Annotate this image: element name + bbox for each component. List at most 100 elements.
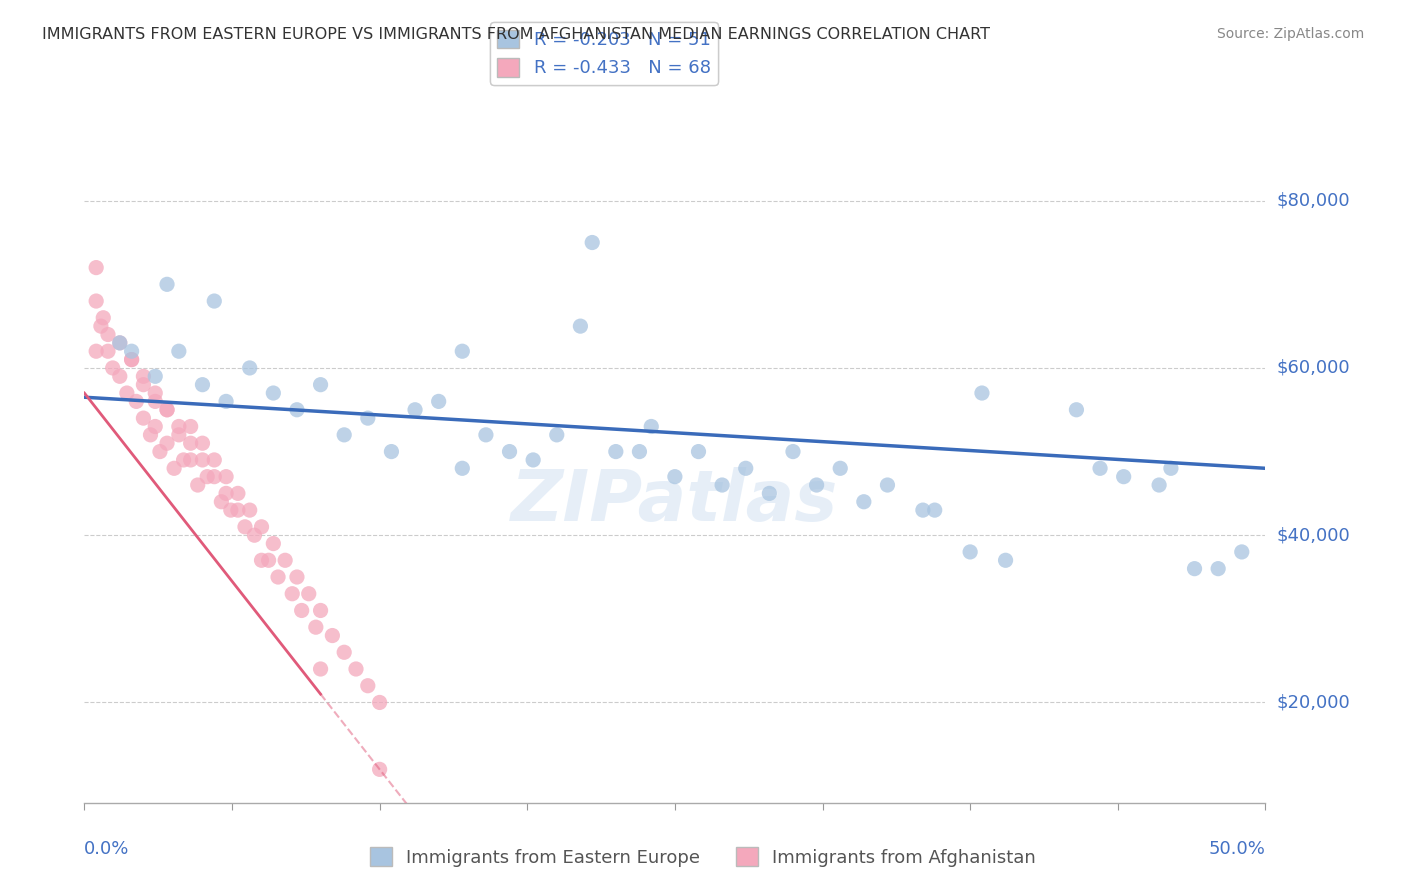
Text: $80,000: $80,000 [1277, 192, 1350, 210]
Point [581, 235, 603, 250]
Point [305, 620, 328, 634]
Point [108, 335, 131, 350]
Point [143, 394, 166, 409]
Point [257, 553, 280, 567]
Point [180, 453, 202, 467]
Point [876, 478, 898, 492]
Point [1230, 545, 1253, 559]
Point [149, 444, 172, 458]
Point [226, 486, 249, 500]
Point [108, 369, 131, 384]
Point [924, 503, 946, 517]
Point [309, 662, 332, 676]
Point [163, 461, 186, 475]
Point [215, 486, 238, 500]
Point [357, 679, 380, 693]
Point [132, 411, 155, 425]
Point [688, 444, 710, 458]
Text: 0.0%: 0.0% [84, 840, 129, 858]
Text: Source: ZipAtlas.com: Source: ZipAtlas.com [1216, 27, 1364, 41]
Point [344, 662, 367, 676]
Point [180, 436, 202, 450]
Point [202, 294, 225, 309]
Point [1066, 402, 1088, 417]
Point [1112, 469, 1135, 483]
Point [498, 444, 520, 458]
Point [404, 402, 426, 417]
Point [108, 335, 131, 350]
Point [90, 319, 112, 334]
Point [830, 461, 852, 475]
Point [274, 553, 297, 567]
Text: $20,000: $20,000 [1277, 693, 1350, 712]
Point [734, 461, 756, 475]
Point [226, 503, 249, 517]
Point [1147, 478, 1170, 492]
Legend: Immigrants from Eastern Europe, Immigrants from Afghanistan: Immigrants from Eastern Europe, Immigran… [363, 840, 1043, 874]
Point [267, 570, 290, 584]
Point [191, 377, 214, 392]
Point [262, 386, 284, 401]
Point [1184, 562, 1206, 576]
Point [309, 377, 332, 392]
Text: IMMIGRANTS FROM EASTERN EUROPE VS IMMIGRANTS FROM AFGHANISTAN MEDIAN EARNINGS CO: IMMIGRANTS FROM EASTERN EUROPE VS IMMIGR… [42, 27, 990, 42]
Point [239, 503, 262, 517]
Point [215, 469, 238, 483]
Text: 50.0%: 50.0% [1209, 840, 1265, 858]
Point [994, 553, 1017, 567]
Point [121, 352, 143, 367]
Point [167, 428, 190, 442]
Point [243, 528, 266, 542]
Text: $40,000: $40,000 [1277, 526, 1350, 544]
Point [298, 587, 321, 601]
Point [215, 394, 238, 409]
Point [156, 436, 179, 450]
Text: $60,000: $60,000 [1277, 359, 1350, 377]
Point [368, 762, 391, 776]
Text: ZIPatlas: ZIPatlas [512, 467, 838, 536]
Point [84, 294, 107, 309]
Point [475, 428, 498, 442]
Point [262, 536, 284, 550]
Point [309, 603, 332, 617]
Point [167, 419, 190, 434]
Point [156, 277, 179, 292]
Point [1206, 562, 1229, 576]
Point [167, 344, 190, 359]
Point [239, 361, 262, 376]
Point [1088, 461, 1111, 475]
Point [281, 587, 304, 601]
Point [970, 386, 993, 401]
Point [451, 461, 474, 475]
Point [187, 478, 209, 492]
Legend: R = -0.203   N = 51, R = -0.433   N = 68: R = -0.203 N = 51, R = -0.433 N = 68 [491, 22, 718, 85]
Point [1160, 461, 1182, 475]
Point [156, 402, 179, 417]
Point [91, 310, 114, 325]
Point [285, 402, 308, 417]
Point [911, 503, 934, 517]
Point [97, 327, 120, 342]
Point [285, 570, 308, 584]
Point [143, 369, 166, 384]
Point [180, 419, 202, 434]
Point [711, 478, 734, 492]
Point [664, 469, 686, 483]
Point [139, 428, 162, 442]
Point [758, 486, 780, 500]
Point [782, 444, 804, 458]
Point [132, 377, 155, 392]
Point [209, 494, 232, 508]
Point [191, 436, 214, 450]
Point [605, 444, 627, 458]
Point [121, 344, 143, 359]
Point [380, 444, 402, 458]
Point [569, 319, 592, 334]
Point [628, 444, 651, 458]
Point [333, 645, 356, 659]
Point [959, 545, 981, 559]
Point [202, 469, 225, 483]
Point [125, 394, 148, 409]
Point [101, 361, 124, 376]
Point [250, 553, 273, 567]
